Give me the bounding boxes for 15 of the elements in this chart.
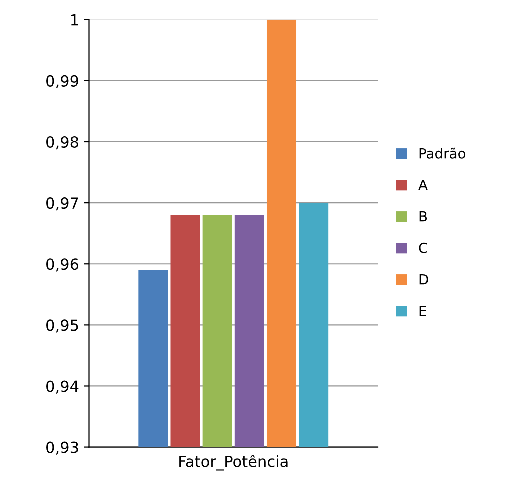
legend-label: C [419, 242, 428, 254]
legend-label: E [420, 306, 426, 316]
legend-label: B [420, 212, 428, 222]
legend-label: Padrão [420, 148, 466, 159]
legend-label: D [420, 274, 428, 285]
y-tick-label: 0,97 [46, 198, 78, 211]
y-tick-label: 0,99 [46, 75, 78, 89]
y-tick-label: 0,98 [46, 136, 78, 150]
y-tick-label: 0,94 [46, 380, 79, 394]
y-tick-label: 1 [71, 14, 78, 26]
legend-label: A [418, 180, 428, 190]
x-axis-title: Fator_Potência [180, 454, 288, 471]
y-tick-label: 0,93 [46, 442, 78, 455]
y-tick-label: 0,96 [46, 258, 79, 272]
y-tick-label: 0,95 [46, 320, 78, 333]
